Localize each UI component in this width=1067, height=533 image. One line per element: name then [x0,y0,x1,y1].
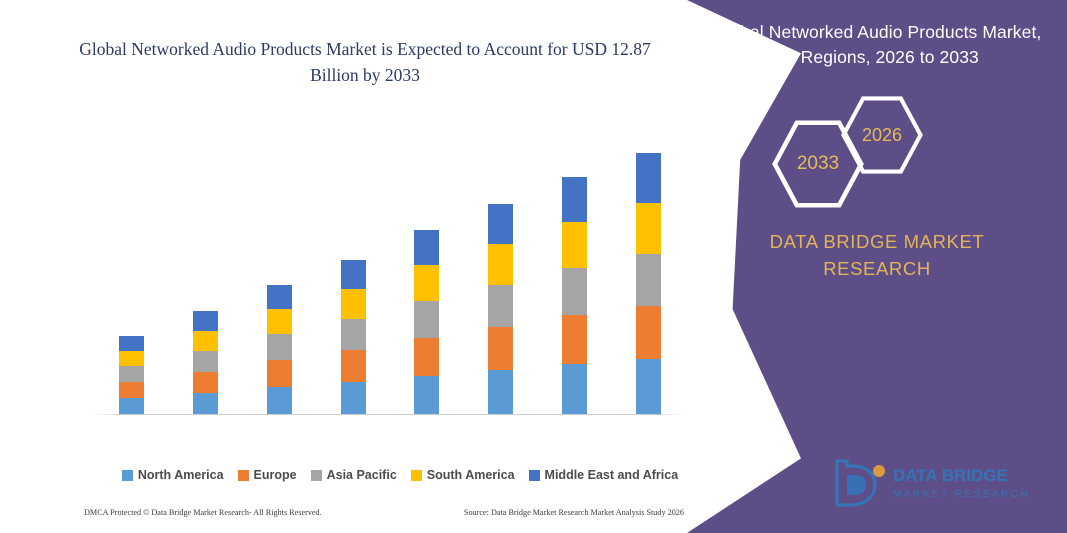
legend-item[interactable]: Asia Pacific [310,468,397,482]
legend-label: South America [426,468,515,482]
bar-segment [488,284,514,327]
footer: DMCA Protected © Data Bridge Market Rese… [84,508,684,517]
bar-segment [340,289,366,320]
bar-column-2031 [464,133,538,415]
legend-swatch-icon [121,469,133,481]
bar-segment [561,221,587,268]
legend-item[interactable]: North America [121,468,224,482]
bar-segment [488,243,514,285]
legend-item[interactable]: Europe [237,468,297,482]
legend-label: Europe [253,468,297,482]
footer-copyright: DMCA Protected © Data Bridge Market Rese… [84,508,322,517]
legend-item[interactable]: Middle East and Africa [528,468,679,482]
bar-column-2029 [316,133,390,415]
hexagon-outline-icon [772,120,864,208]
stacked-bar [635,153,661,415]
bar-segment [193,393,219,415]
bar-segment [488,370,514,415]
bar-segment [561,363,587,415]
chart-legend: North America Europe Asia Pacific South Ame… [95,468,705,482]
legend-label: Middle East and Africa [544,468,679,482]
right-panel: Global Networked Audio Products Market, … [687,0,1067,533]
stacked-bar [119,336,145,415]
hexagon-2026: 2026 [841,96,923,174]
bar-column-2033 [611,133,685,415]
stacked-bar-chart: 20262027202820292030203120322033 [90,130,686,415]
x-axis-line [90,414,686,415]
bar-segment [635,305,661,360]
legend-item[interactable]: South America [410,468,515,482]
legend-swatch-icon [237,469,249,481]
bar-column-2032 [538,133,612,415]
bar-segment [340,382,366,415]
legend-swatch-icon [410,469,422,481]
stacked-bar [266,284,292,415]
stacked-bar [414,229,440,415]
bar-segment [635,153,661,203]
watermark-subtitle-text: MARKET RESEARCH [893,489,1030,500]
bar-column-2027 [169,133,243,415]
bar-segment [414,375,440,415]
bar-segment [488,326,514,371]
bar-segment [561,267,587,316]
bar-segment [340,350,366,382]
bar-segment [414,229,440,265]
legend-label: Asia Pacific [326,468,397,482]
stacked-bar [340,259,366,415]
legend-swatch-icon [528,469,540,481]
hexagon-outline-icon [841,96,923,174]
bar-segment [635,253,661,306]
legend-swatch-icon [310,469,322,481]
bar-segment [340,259,366,290]
panel-title: Global Networked Audio Products Market, … [712,22,1042,67]
stacked-bar [488,203,514,415]
hexagon-2026-label: 2026 [861,124,903,145]
watermark-title-text: DATA BRIDGE [893,466,1008,485]
bar-segment [561,315,587,364]
bar-segment [119,366,145,382]
hexagon-2033-label: 2033 [796,153,840,174]
bar-column-2028 [243,133,317,415]
data-bridge-logo-icon: DATA BRIDGE MARKET RESEARCH [835,459,1030,507]
bar-segment [193,330,219,351]
bar-column-2026 [95,133,169,415]
bar-segment [266,284,292,310]
bars-container [95,133,685,415]
brand-line-2: RESEARCH [823,258,931,279]
bar-segment [266,387,292,415]
bar-segment [193,350,219,372]
bar-segment [266,360,292,388]
bar-segment [414,337,440,376]
legend-label: North America [137,468,224,482]
bar-segment [414,300,440,338]
dbmr-watermark-logo: DATA BRIDGE MARKET RESEARCH [831,455,1041,511]
bar-segment [561,176,587,222]
bar-segment [193,371,219,393]
bar-segment [635,202,661,254]
bar-segment [119,336,145,352]
bar-segment [340,319,366,351]
bar-segment [119,381,145,398]
footer-source: Source: Data Bridge Market Research Mark… [463,508,684,517]
bar-segment [119,351,145,367]
bar-segment [414,264,440,301]
bar-column-2030 [390,133,464,415]
bar-segment [266,309,292,335]
bar-segment [193,311,219,331]
bar-segment [635,359,661,415]
hexagon-group: 2033 2026 [747,96,1047,208]
stacked-bar [193,311,219,415]
bar-segment [488,203,514,244]
brand-line-1: DATA BRIDGE MARKET [769,231,985,252]
bar-segment [266,334,292,361]
bar-segment [119,397,145,415]
stacked-bar [561,176,587,415]
page-title: Global Networked Audio Products Market i… [79,39,651,85]
hexagon-2033: 2033 [772,120,864,208]
brand-name: DATA BRIDGE MARKET RESEARCH [687,228,1067,282]
